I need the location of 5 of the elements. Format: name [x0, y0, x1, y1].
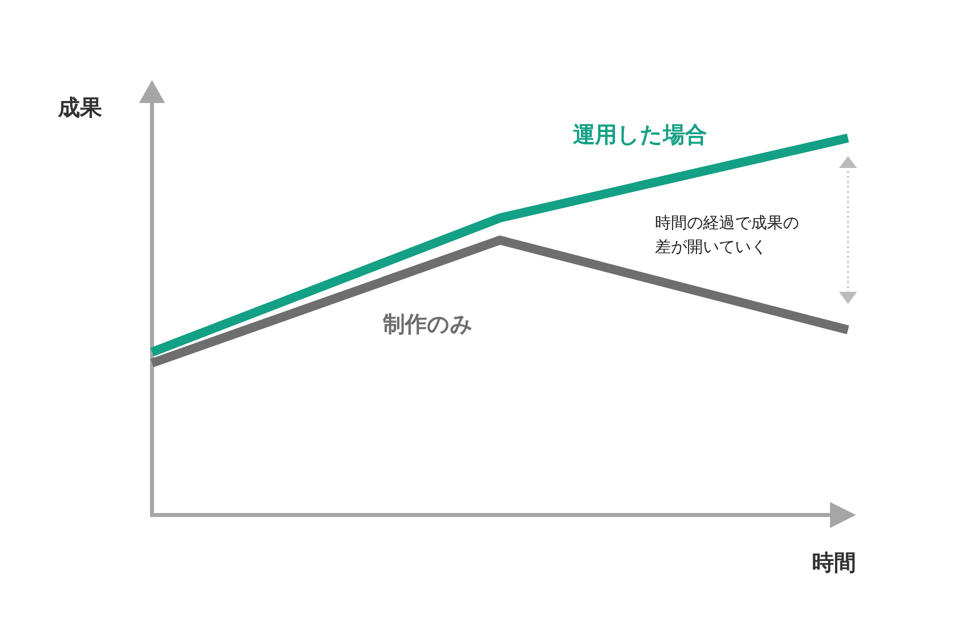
- series-label: 制作のみ: [382, 312, 473, 338]
- y-axis-title: 成果: [57, 96, 103, 121]
- x-axis-title: 時間: [812, 551, 856, 576]
- annotation: 時間の経過で成果の差が開いていく: [655, 213, 799, 256]
- series-label: 運用した場合: [573, 122, 707, 148]
